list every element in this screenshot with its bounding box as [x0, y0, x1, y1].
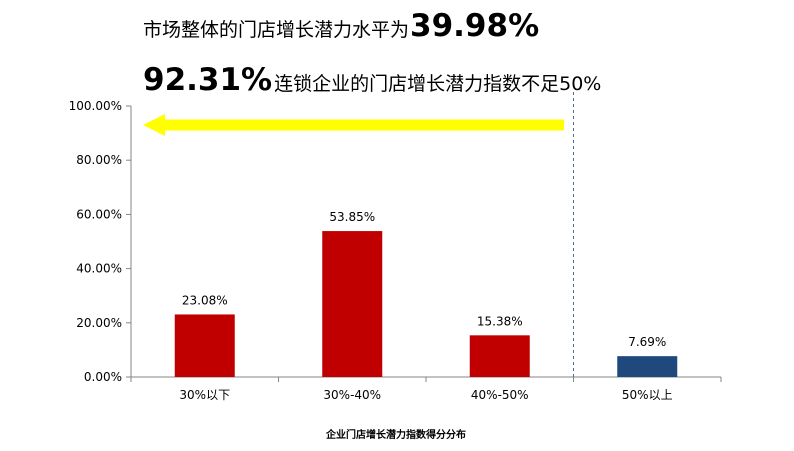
- category-label: 40%-50%: [471, 388, 529, 402]
- y-tick-label: 100.00%: [69, 99, 122, 113]
- headline-1-value: 39.98%: [410, 8, 540, 44]
- bar-1: [174, 314, 235, 377]
- bar-value-label: 15.38%: [477, 314, 523, 328]
- y-tick-label: 40.00%: [76, 262, 122, 276]
- bar-value-labels: 23.08% 53.85% 15.38% 7.69%: [182, 210, 666, 349]
- bar-2: [322, 231, 383, 377]
- bar-value-label: 23.08%: [182, 293, 228, 307]
- bar-value-label: 53.85%: [329, 210, 375, 224]
- bar-3: [469, 335, 530, 377]
- y-tick-label: 80.00%: [76, 153, 122, 167]
- x-axis: [130, 376, 722, 382]
- category-label: 50%以上: [622, 388, 673, 402]
- category-label: 30%-40%: [323, 388, 381, 402]
- bar-4: [617, 356, 678, 377]
- arrow-left-icon: [143, 114, 564, 136]
- headline-line-2: 92.31% 连锁企业的门店增长潜力指数不足50%: [143, 62, 601, 102]
- y-tick-label: 20.00%: [76, 316, 122, 330]
- y-tick-label: 0.00%: [84, 370, 122, 384]
- headline-1-text: 市场整体的门店增长潜力水平为: [143, 19, 410, 41]
- y-tick-label: 60.00%: [76, 207, 122, 221]
- x-axis-title: 企业门店增长潜力指数得分分布: [325, 428, 466, 441]
- bar-value-label: 7.69%: [628, 335, 666, 349]
- headline-2-text: 连锁企业的门店增长潜力指数不足50%: [274, 73, 602, 95]
- category-label: 30%以下: [179, 388, 230, 402]
- bars: [174, 231, 678, 377]
- headline-2-value: 92.31%: [143, 62, 273, 98]
- category-labels: 30%以下 30%-40% 40%-50% 50%以上: [179, 388, 672, 402]
- y-axis: 0.00% 20.00% 40.00% 60.00% 80.00% 100.00%: [69, 99, 132, 384]
- headline-line-1: 市场整体的门店增长潜力水平为 39.98%: [143, 8, 539, 48]
